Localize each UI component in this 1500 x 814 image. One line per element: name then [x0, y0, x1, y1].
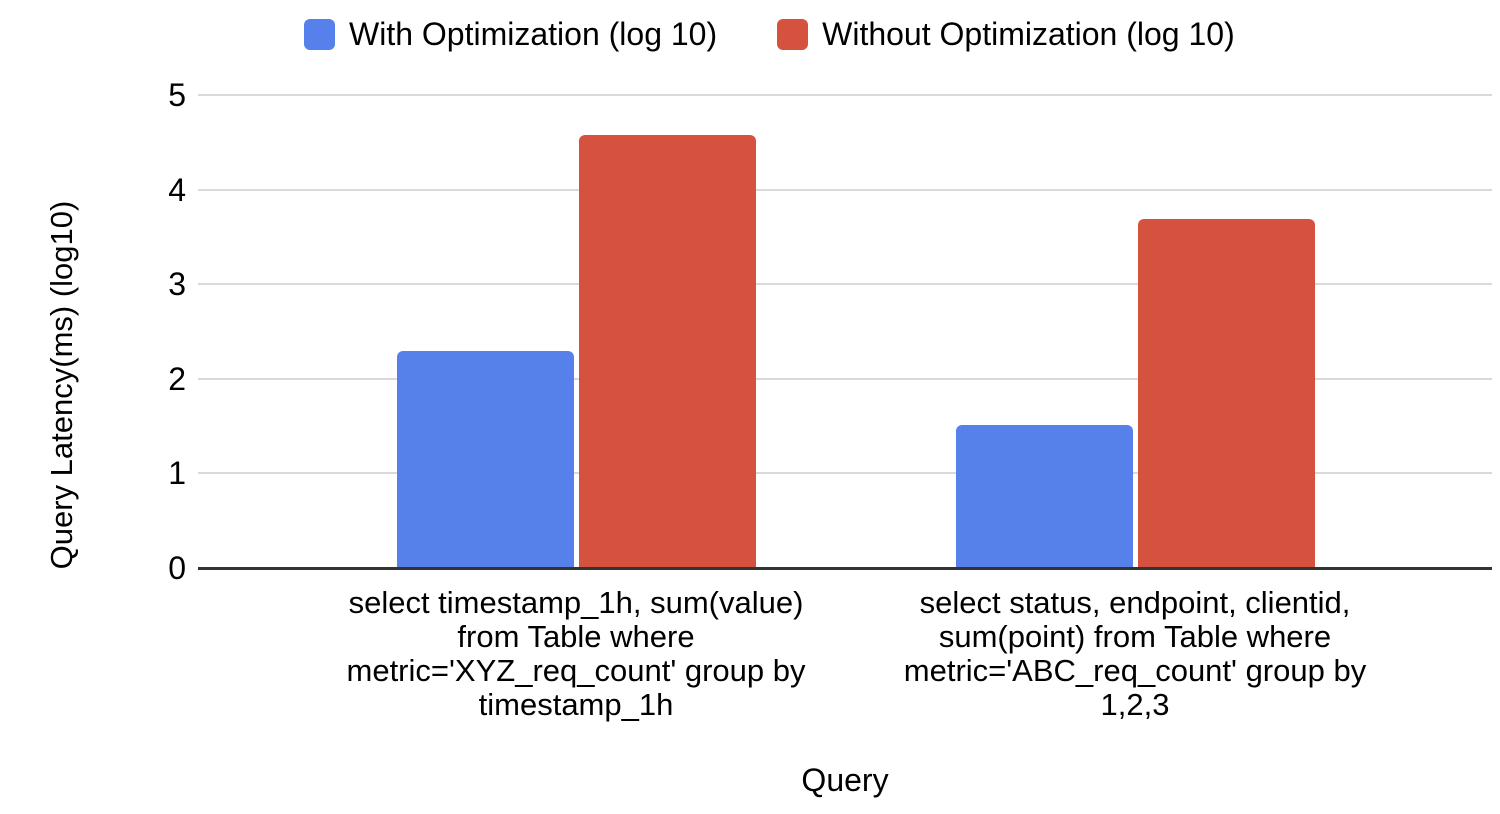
bar-series0-group0 [397, 351, 574, 568]
x-category-label-1: select status, endpoint, clientid, sum(p… [903, 585, 1367, 722]
gridline-y5 [198, 94, 1492, 96]
gridline-y4 [198, 188, 1492, 191]
gridline-y3 [198, 283, 1492, 286]
legend-label: With Optimization (log 10) [349, 16, 718, 52]
bar-series1-group1 [1138, 218, 1315, 568]
y-tick-label-3: 3 [168, 266, 186, 303]
y-tick-label-1: 1 [168, 455, 186, 492]
y-tick-label-5: 5 [168, 77, 186, 113]
gridline-y2 [198, 377, 1492, 380]
legend-swatch-icon [777, 18, 809, 50]
y-tick-label-2: 2 [168, 360, 186, 397]
x-axis-baseline [198, 567, 1492, 570]
legend-label: Without Optimization (log 10) [822, 16, 1235, 52]
legend-swatch-icon [304, 18, 335, 50]
chart-legend: With Optimization (log 10) Without Optimi… [304, 16, 1235, 52]
gridline-y1 [198, 472, 1492, 475]
y-axis-title: Query Latency(ms) (log10) [44, 200, 79, 570]
bar-series1-group0 [579, 134, 756, 568]
x-category-label-0: select timestamp_1h, sum(value) from Tab… [346, 585, 806, 722]
y-tick-label-4: 4 [168, 171, 186, 208]
legend-item-0: With Optimization (log 10) [304, 16, 717, 52]
x-axis-title: Query [801, 762, 889, 798]
y-tick-label-0: 0 [168, 550, 186, 586]
bar-series0-group1 [956, 425, 1133, 568]
legend-item-1: Without Optimization (log 10) [777, 16, 1235, 52]
